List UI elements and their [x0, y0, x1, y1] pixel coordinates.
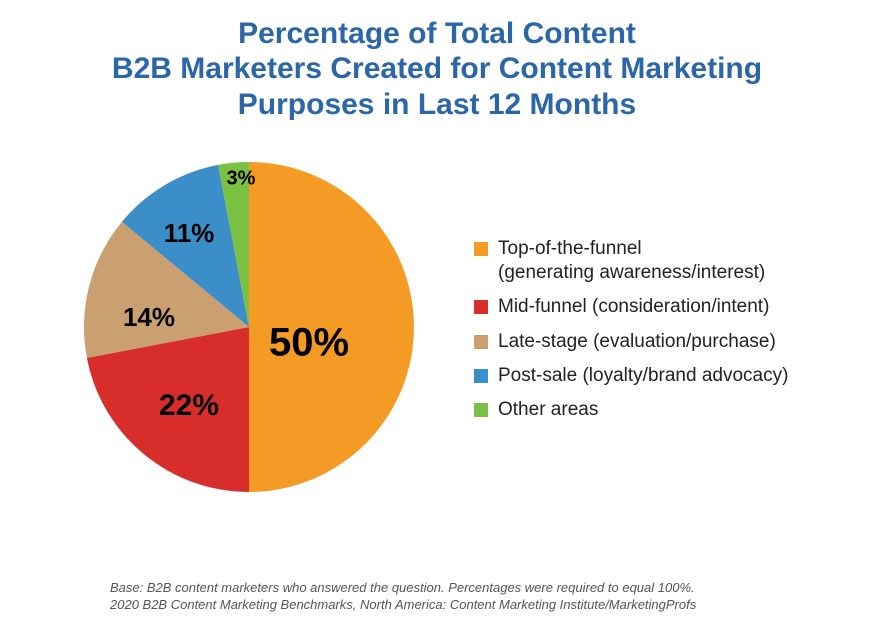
- legend-item: Late-stage (evaluation/purchase): [474, 330, 834, 354]
- pie-slice-label: 50%: [269, 321, 349, 365]
- legend-swatch: [474, 369, 488, 383]
- legend-item: Mid-funnel (consideration/intent): [474, 295, 834, 319]
- chart-legend: Top-of-the-funnel(generating awareness/i…: [426, 227, 834, 433]
- legend-label: Late-stage (evaluation/purchase): [498, 330, 776, 354]
- pie-chart: 50% 22% 14% 11% 3%: [72, 150, 426, 509]
- legend-label: Mid-funnel (consideration/intent): [498, 295, 769, 319]
- pie-slice-label: 3%: [227, 167, 256, 189]
- legend-item: Top-of-the-funnel(generating awareness/i…: [474, 237, 834, 286]
- chart-footer: Base: B2B content marketers who answered…: [110, 579, 814, 614]
- chart-title: Percentage of Total ContentB2B Marketers…: [0, 0, 874, 122]
- chart-title-line: B2B Marketers Created for Content Market…: [0, 51, 874, 86]
- chart-footer-line: 2020 B2B Content Marketing Benchmarks, N…: [110, 596, 814, 614]
- pie-svg: 50% 22% 14% 11% 3%: [72, 150, 426, 504]
- chart-title-line: Percentage of Total Content: [0, 16, 874, 51]
- chart-content-row: 50% 22% 14% 11% 3% Top-of-the-funnel(generat…: [0, 150, 874, 509]
- chart-container: Percentage of Total ContentB2B Marketers…: [0, 0, 874, 640]
- chart-title-line: Purposes in Last 12 Months: [0, 87, 874, 122]
- legend-label: Post-sale (loyalty/brand advocacy): [498, 364, 788, 388]
- legend-item: Other areas: [474, 398, 834, 422]
- legend-swatch: [474, 242, 488, 256]
- pie-slice-label: 11%: [164, 218, 215, 248]
- legend-label: Top-of-the-funnel(generating awareness/i…: [498, 237, 765, 286]
- legend-item: Post-sale (loyalty/brand advocacy): [474, 364, 834, 388]
- chart-footer-line: Base: B2B content marketers who answered…: [110, 579, 814, 597]
- legend-swatch: [474, 300, 488, 314]
- legend-swatch: [474, 335, 488, 349]
- pie-slice-label: 14%: [123, 302, 175, 332]
- legend-swatch: [474, 403, 488, 417]
- pie-slice-label: 22%: [159, 389, 219, 422]
- legend-label: Other areas: [498, 398, 598, 422]
